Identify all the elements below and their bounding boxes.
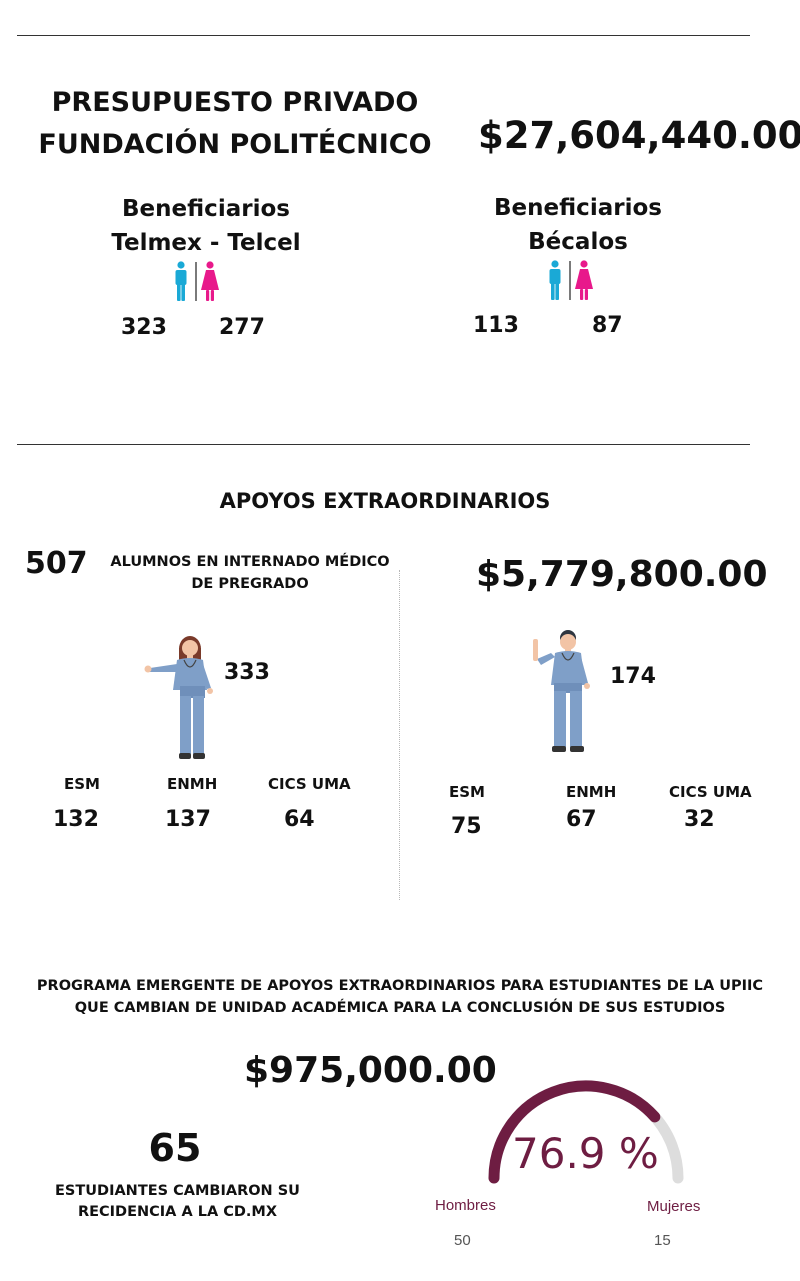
program-amount: $975,000.00: [244, 1050, 497, 1091]
page-title-line2: FUNDACIÓN POLITÉCNICO: [38, 129, 432, 160]
male-doctor-illustration: [527, 629, 595, 759]
becalos-men-count: 113: [473, 313, 519, 338]
program-title-line1: PROGRAMA EMERGENTE DE APOYOS EXTRAORDINA…: [36, 978, 764, 994]
male-icon: [549, 260, 561, 300]
column-divider: [399, 570, 400, 900]
telmex-men-count: 323: [121, 315, 167, 340]
male-school-enmh-value: 67: [566, 807, 597, 832]
gauge-fill: [488, 1080, 661, 1184]
female-school-enmh-label: ENMH: [167, 775, 218, 793]
female-school-esm-label: ESM: [64, 775, 100, 793]
program-title-line2: QUE CAMBIAN DE UNIDAD ACADÉMICA PARA LA …: [74, 1000, 726, 1016]
program-students-count: 65: [148, 1126, 202, 1170]
gauge-percent-label: 76.9 %: [512, 1129, 659, 1178]
students-label: ALUMNOS EN INTERNADO MÉDICO DE PREGRADO: [100, 551, 400, 595]
divider-middle: [17, 444, 750, 445]
male-school-esm-value: 75: [451, 814, 482, 839]
program-title: PROGRAMA EMERGENTE DE APOYOS EXTRAORDINA…: [20, 975, 780, 1019]
total-students-count: 507: [25, 546, 88, 581]
female-icon: [575, 260, 593, 300]
gauge-right-value: 15: [654, 1232, 671, 1249]
gender-icons-telmex: [171, 261, 221, 303]
students-label-line2: DE PREGRADO: [191, 576, 309, 592]
beneficiaries-telmex-title-line2: Telmex - Telcel: [111, 230, 301, 256]
female-school-cics-label: CICS UMA: [268, 775, 351, 793]
male-school-cics-label: CICS UMA: [669, 783, 752, 801]
private-budget-amount: $27,604,440.00: [478, 114, 800, 157]
male-school-esm-label: ESM: [449, 783, 485, 801]
female-school-enmh-value: 137: [165, 807, 211, 832]
gauge-left-value: 50: [454, 1232, 471, 1249]
female-school-cics-value: 64: [284, 807, 315, 832]
beneficiaries-becalos-title-line2: Bécalos: [528, 229, 628, 255]
male-school-enmh-label: ENMH: [566, 783, 617, 801]
beneficiaries-becalos-title-line1: Beneficiarios: [494, 195, 662, 221]
page-title-line1: PRESUPUESTO PRIVADO: [51, 87, 419, 118]
students-label-line1: ALUMNOS EN INTERNADO MÉDICO: [110, 554, 390, 570]
gender-icons-becalos: [545, 260, 595, 302]
program-students-label-line2: RECIDENCIA A LA CD.MX: [77, 1204, 278, 1220]
beneficiaries-becalos-title: Beneficiarios Bécalos: [478, 191, 678, 259]
female-icon: [201, 261, 219, 301]
female-school-esm-value: 132: [53, 807, 99, 832]
section-title-extraordinary: APOYOS EXTRAORDINARIOS: [219, 489, 551, 513]
program-students-label-line1: ESTUDIANTES CAMBIARON SU: [55, 1183, 300, 1199]
gender-gauge: [480, 1078, 692, 1190]
extraordinary-amount: $5,779,800.00: [476, 554, 768, 595]
page-title: PRESUPUESTO PRIVADO FUNDACIÓN POLITÉCNIC…: [20, 82, 450, 166]
male-school-cics-value: 32: [684, 807, 715, 832]
male-icon: [175, 261, 187, 301]
beneficiaries-telmex-title-line1: Beneficiarios: [122, 196, 290, 222]
gauge-left-label: Hombres: [435, 1197, 496, 1214]
becalos-women-count: 87: [592, 313, 623, 338]
divider-top: [17, 35, 750, 36]
telmex-women-count: 277: [219, 315, 265, 340]
gauge-right-label: Mujeres: [647, 1198, 701, 1215]
female-interns-count: 333: [224, 660, 270, 685]
female-doctor-illustration: [144, 634, 219, 766]
program-students-label: ESTUDIANTES CAMBIARON SU RECIDENCIA A LA…: [40, 1181, 315, 1223]
beneficiaries-telmex-title: Beneficiarios Telmex - Telcel: [100, 192, 312, 260]
male-interns-count: 174: [610, 664, 656, 689]
